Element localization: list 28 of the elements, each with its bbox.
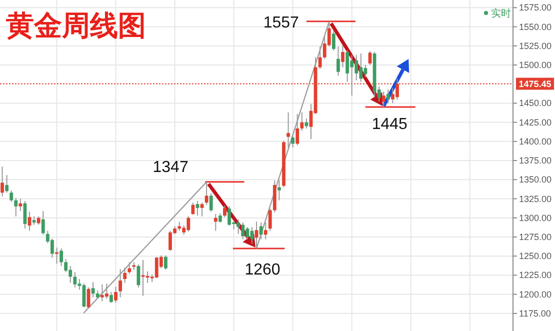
annotation: 1347 [152,158,188,176]
level-note: 1347 [152,158,244,183]
y-tick-label: 1425.00 [519,117,552,128]
annotation: 1445 [372,116,408,134]
y-tick-label: 1325.00 [519,194,552,204]
live-label: 实时 [484,8,511,20]
y-tick-label: 1400.00 [519,136,552,146]
y-tick-label: 1225.00 [519,270,552,280]
ref-line-label: 1475.45 [518,79,552,90]
chart-title: 黄金周线图 [5,9,146,42]
annotation: 1557 [263,14,300,32]
level-note: 1557 [263,14,356,32]
y-tick-label: 1500.00 [519,60,552,70]
y-tick-label: 1375.00 [519,156,552,166]
level-note: 1260 [232,248,285,278]
y-tick-label: 1200.00 [519,289,552,300]
y-tick-label: 1575.00 [519,2,552,13]
y-tick-label: 1450.00 [519,98,552,108]
level-note: 1445 [365,106,416,134]
y-tick-label: 1550.00 [519,22,552,32]
y-tick-label: 1175.00 [519,308,551,318]
y-tick-label: 1525.00 [519,40,552,51]
y-tick-label: 1350.00 [519,174,552,185]
y-tick-label: 1250.00 [519,251,552,262]
y-tick-label: 1275.00 [519,232,552,242]
annotation: 1260 [244,261,280,278]
y-tick-label: 1300.00 [519,212,552,223]
annotation: 实时 [491,8,511,20]
